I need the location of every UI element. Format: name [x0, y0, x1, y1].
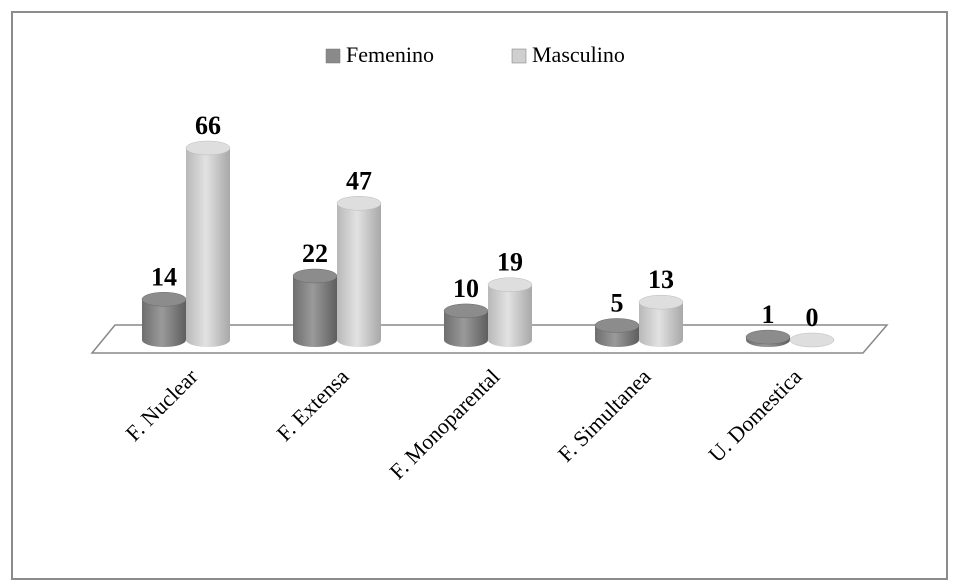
bar-top	[594, 318, 640, 333]
bar	[444, 310, 488, 347]
bar-top	[185, 140, 231, 156]
data-label: 10	[453, 274, 479, 303]
legend-swatch	[511, 48, 527, 64]
legend-label: Masculino	[532, 42, 625, 67]
data-label: 1	[762, 300, 775, 329]
bar-top	[336, 196, 382, 211]
data-label: 66	[195, 111, 221, 140]
bar-top	[292, 268, 338, 284]
bar-top	[745, 329, 791, 345]
data-label: 47	[346, 166, 372, 195]
bar-top	[141, 292, 187, 307]
data-label: 5	[611, 288, 624, 317]
data-label: 19	[497, 248, 523, 277]
legend-swatch	[325, 48, 341, 64]
bar-top	[487, 277, 533, 292]
bar-top	[638, 294, 684, 310]
bar-top	[789, 332, 835, 348]
bar	[293, 276, 337, 347]
bar	[142, 299, 186, 347]
data-label: 13	[648, 265, 674, 294]
bar-top	[443, 303, 489, 319]
data-label: 14	[151, 262, 177, 291]
bar	[488, 284, 532, 347]
bar	[639, 302, 683, 347]
legend-label: Femenino	[346, 42, 434, 67]
data-label: 0	[806, 303, 819, 332]
bar	[337, 203, 381, 347]
bar	[186, 148, 230, 347]
data-label: 22	[302, 239, 328, 268]
